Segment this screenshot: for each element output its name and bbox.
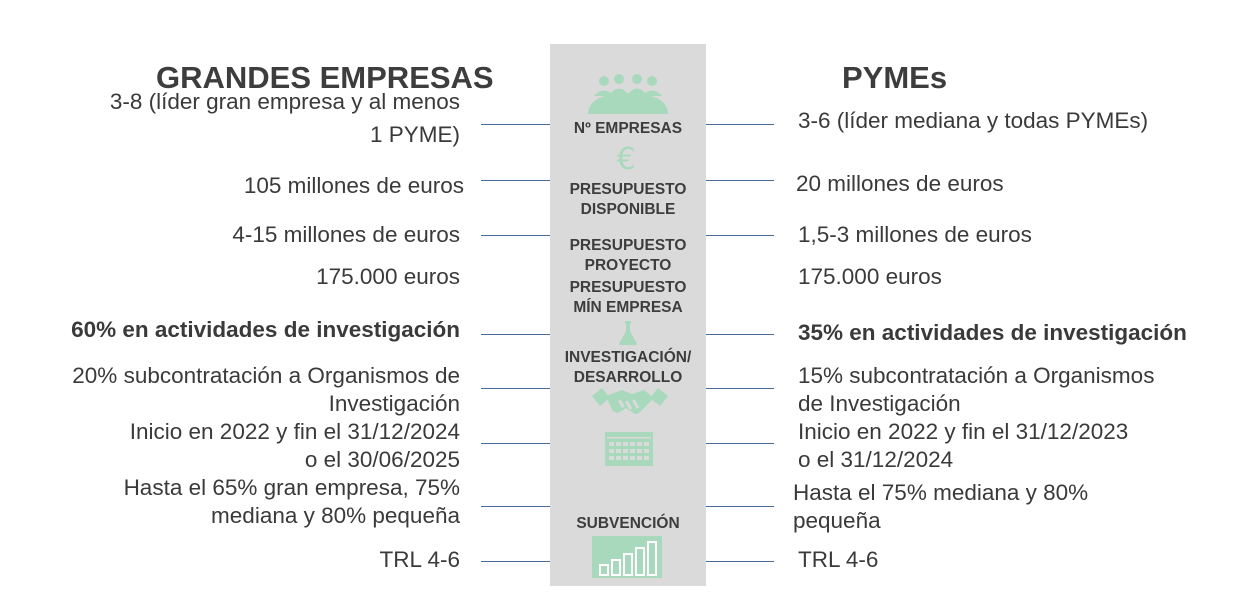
label-presupuesto-disponible-line2: DISPONIBLE [580,201,676,218]
right-subvencion: Hasta el 75% mediana y 80% pequeña [793,479,1223,535]
right-subcontratacion-line2: de Investigación [798,391,961,416]
label-presupuesto-disponible-line1: PRESUPUESTO [569,181,687,198]
label-presupuesto-min-line1: PRESUPUESTO [569,279,687,296]
label-investigacion-line1: INVESTIGACIÓN/ [564,349,692,366]
right-subcontratacion-line1: 15% subcontratación a Organismos [798,363,1155,388]
left-num-empresas: 3-8 (líder gran empresa y al menos 1 PYM… [0,88,460,149]
connector-left-subvencion [481,506,550,507]
header-pymes: PYMEs [842,60,948,95]
left-presupuesto-min: 175.000 euros [316,264,460,289]
label-presupuesto-min-line2: MÍN EMPRESA [573,299,683,316]
connector-left-plazo [481,443,550,444]
right-presupuesto-proyecto: 1,5-3 millones de euros [798,222,1032,247]
left-plazo-line2: o el 30/06/2025 [304,447,460,472]
euro-icon: € [616,142,635,176]
right-presupuesto-min: 175.000 euros [798,264,942,289]
left-subcontratacion-line1: 20% subcontratación a Organismos de [72,363,460,388]
right-num-empresas: 3-6 (líder mediana y todas PYMEs) [798,108,1149,133]
label-investigacion-desarrollo: INVESTIGACIÓN/ DESARROLLO [550,348,706,388]
connector-right-presupuesto-proyecto [706,235,774,236]
right-presupuesto-disponible: 20 millones de euros [796,171,1004,196]
flask-icon [619,321,637,345]
connector-right-investigacion [706,334,774,335]
connector-left-trl [481,561,550,562]
left-presupuesto-proyecto: 4-15 millones de euros [232,222,460,247]
connector-left-presupuesto-disponible [481,180,550,181]
left-subvencion-line1: Hasta el 65% gran empresa, 75% [123,475,460,500]
connector-left-subcontratacion [481,388,550,389]
right-subvencion-line1: Hasta el 75% mediana y 80% [793,480,1089,505]
left-subvencion: Hasta el 65% gran empresa, 75% mediana y… [0,474,460,530]
label-presupuesto-min-empresa: PRESUPUESTO MÍN EMPRESA [550,278,706,318]
connector-right-trl [706,561,774,562]
connector-right-subvencion [706,506,774,507]
left-plazo: Inicio en 2022 y fin el 31/12/2024 o el … [0,418,460,474]
label-presupuesto-proyecto-line2: PROYECTO [584,257,672,274]
connector-left-investigacion [481,334,550,335]
label-presupuesto-proyecto-line1: PRESUPUESTO [569,237,687,254]
label-investigacion-line2: DESARROLLO [573,369,683,386]
left-trl: TRL 4-6 [379,547,460,572]
group-icon [588,74,668,114]
connector-right-plazo [706,443,774,444]
connector-right-subcontratacion [706,388,774,389]
left-plazo-line1: Inicio en 2022 y fin el 31/12/2024 [129,419,460,444]
right-plazo-line1: Inicio en 2022 y fin el 31/12/2023 [798,419,1129,444]
header-grandes-empresas: GRANDES EMPRESAS [156,60,494,95]
left-num-empresas-line1: 3-8 (líder gran empresa y al menos [109,89,460,114]
label-presupuesto-disponible: PRESUPUESTO DISPONIBLE [550,180,706,220]
euro-icon-box: € [616,142,635,176]
label-subvencion: SUBVENCIÓN [576,515,680,532]
handshake-icon [592,388,668,414]
left-subcontratacion-line2: Investigación [328,391,460,416]
left-subvencion-line2: mediana y 80% pequeña [211,503,460,528]
right-plazo: Inicio en 2022 y fin el 31/12/2023 o el … [798,418,1228,474]
connector-right-presupuesto-disponible [706,180,774,181]
right-trl: TRL 4-6 [798,547,879,572]
left-presupuesto-disponible: 105 millones de euros [243,173,464,198]
right-subvencion-line2: pequeña [793,508,881,533]
left-subcontratacion: 20% subcontratación a Organismos de Inve… [0,362,460,418]
right-investigacion: 35% en actividades de investigación [798,320,1187,345]
left-investigacion: 60% en actividades de investigación [71,317,460,342]
connector-left-presupuesto-proyecto [481,235,550,236]
connector-left-num-empresas [481,124,550,125]
center-category-band [550,44,706,586]
label-presupuesto-proyecto: PRESUPUESTO PROYECTO [550,236,706,276]
calendar-icon [605,432,653,466]
right-subcontratacion: 15% subcontratación a Organismos de Inve… [798,362,1228,418]
left-num-empresas-line2: 1 PYME) [369,122,460,147]
bar-chart-icon [592,536,662,578]
connector-right-num-empresas [706,124,774,125]
label-num-empresas: Nº EMPRESAS [573,120,683,137]
right-plazo-line2: o el 31/12/2024 [798,447,954,472]
